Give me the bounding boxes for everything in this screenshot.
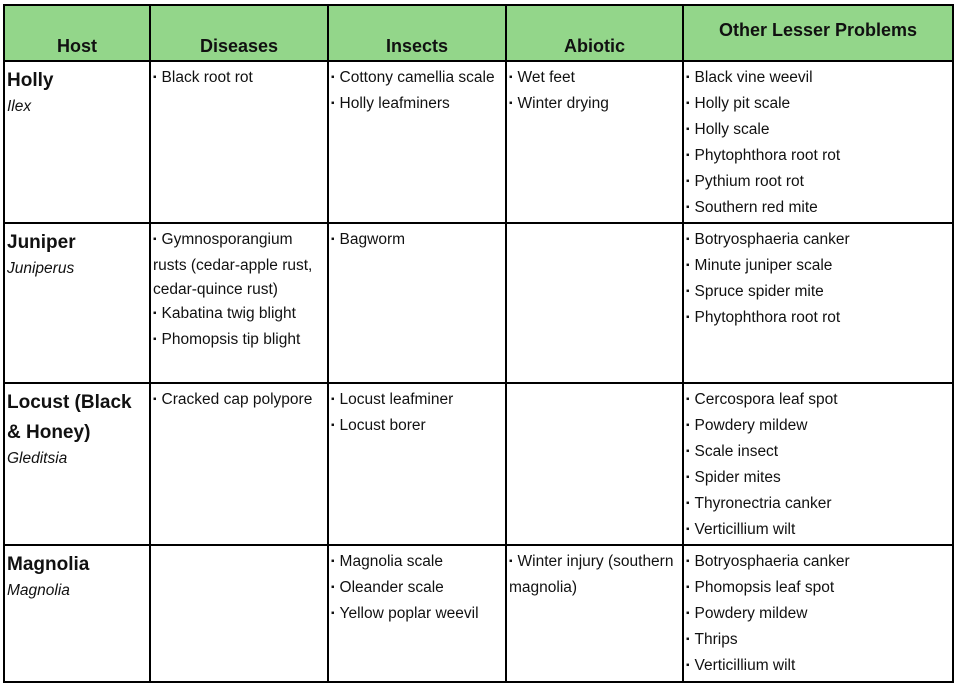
list-item: Southern red mite	[686, 196, 950, 222]
list-item: Pythium root rot	[686, 170, 950, 196]
host-common-name: Magnolia	[7, 554, 90, 575]
diseases-cell: Black root rot	[149, 60, 329, 224]
host-cell: Holly Ilex	[3, 60, 151, 224]
header-other: Other Lesser Problems	[682, 4, 954, 62]
list-item: Scale insect	[686, 440, 950, 466]
list-item: Phytophthora root rot	[686, 144, 950, 170]
list-item: Black vine weevil	[686, 66, 950, 92]
abiotic-cell: Wet feetWinter drying	[505, 60, 684, 224]
list-item: Holly leafminers	[331, 92, 503, 118]
header-host: Host	[3, 4, 151, 62]
list-item: Gymnosporangium rusts (cedar-apple rust,…	[153, 228, 325, 302]
other-cell: Black vine weevilHolly pit scaleHolly sc…	[682, 60, 954, 224]
insects-cell: Locust leafminerLocust borer	[327, 382, 507, 546]
host-scientific-name: Magnolia	[7, 582, 70, 599]
header-diseases: Diseases	[149, 4, 329, 62]
list-item: Powdery mildew	[686, 602, 950, 628]
list-item: Winter drying	[509, 92, 680, 118]
other-cell: Botryosphaeria cankerMinute juniper scal…	[682, 222, 954, 384]
list-item: Phomopsis tip blight	[153, 328, 325, 354]
list-item: Kabatina twig blight	[153, 302, 325, 328]
list-item: Holly pit scale	[686, 92, 950, 118]
list-item: Locust borer	[331, 414, 503, 440]
other-cell: Botryosphaeria cankerPhomopsis leaf spot…	[682, 544, 954, 683]
plant-problems-table: Host Diseases Insects Abiotic Other Less…	[3, 4, 954, 683]
list-item: Thrips	[686, 628, 950, 654]
list-item: Magnolia scale	[331, 550, 503, 576]
list-item: Verticillium wilt	[686, 518, 950, 544]
abiotic-cell	[505, 222, 684, 384]
list-item: Winter injury (southern magnolia)	[509, 550, 680, 600]
diseases-cell	[149, 544, 329, 683]
header-insects: Insects	[327, 4, 507, 62]
insects-cell: Bagworm	[327, 222, 507, 384]
list-item: Spruce spider mite	[686, 280, 950, 306]
host-scientific-name: Ilex	[7, 98, 32, 115]
list-item: Holly scale	[686, 118, 950, 144]
table-row: Magnolia Magnolia Magnolia scaleOleander s…	[3, 544, 954, 683]
header-abiotic: Abiotic	[505, 4, 684, 62]
host-scientific-name: Juniperus	[7, 260, 75, 277]
abiotic-cell	[505, 382, 684, 546]
list-item: Cracked cap polypore	[153, 388, 325, 414]
list-item: Wet feet	[509, 66, 680, 92]
list-item: Botryosphaeria canker	[686, 550, 950, 576]
list-item: Minute juniper scale	[686, 254, 950, 280]
table-row: Locust (Black & Honey) Gleditsia Cracked c…	[3, 382, 954, 546]
list-item: Bagworm	[331, 228, 503, 254]
list-item: Botryosphaeria canker	[686, 228, 950, 254]
other-cell: Cercospora leaf spotPowdery mildewScale …	[682, 382, 954, 546]
list-item: Locust leafminer	[331, 388, 503, 414]
insects-cell: Cottony camellia scaleHolly leafminers	[327, 60, 507, 224]
table-row: Juniper Juniperus Gymnosporangium rusts (c…	[3, 222, 954, 384]
list-item: Oleander scale	[331, 576, 503, 602]
header-row: Host Diseases Insects Abiotic Other Less…	[3, 4, 954, 62]
insects-cell: Magnolia scaleOleander scaleYellow popla…	[327, 544, 507, 683]
host-cell: Juniper Juniperus	[3, 222, 151, 384]
list-item: Thyronectria canker	[686, 492, 950, 518]
list-item: Powdery mildew	[686, 414, 950, 440]
host-cell: Magnolia Magnolia	[3, 544, 151, 683]
list-item: Black root rot	[153, 66, 325, 92]
host-common-name: Juniper	[7, 232, 76, 253]
table-row: Holly Ilex Black root rotCottony camellia …	[3, 60, 954, 224]
list-item: Yellow poplar weevil	[331, 602, 503, 628]
diseases-cell: Gymnosporangium rusts (cedar-apple rust,…	[149, 222, 329, 384]
list-item: Phomopsis leaf spot	[686, 576, 950, 602]
list-item: Cercospora leaf spot	[686, 388, 950, 414]
list-item: Verticillium wilt	[686, 654, 950, 680]
host-common-name: Locust (Black & Honey)	[7, 392, 132, 443]
list-item: Cottony camellia scale	[331, 66, 503, 92]
list-item: Spider mites	[686, 466, 950, 492]
list-item: Phytophthora root rot	[686, 306, 950, 332]
abiotic-cell: Winter injury (southern magnolia)	[505, 544, 684, 683]
host-common-name: Holly	[7, 70, 54, 91]
host-cell: Locust (Black & Honey) Gleditsia	[3, 382, 151, 546]
diseases-cell: Cracked cap polypore	[149, 382, 329, 546]
host-scientific-name: Gleditsia	[7, 450, 68, 467]
